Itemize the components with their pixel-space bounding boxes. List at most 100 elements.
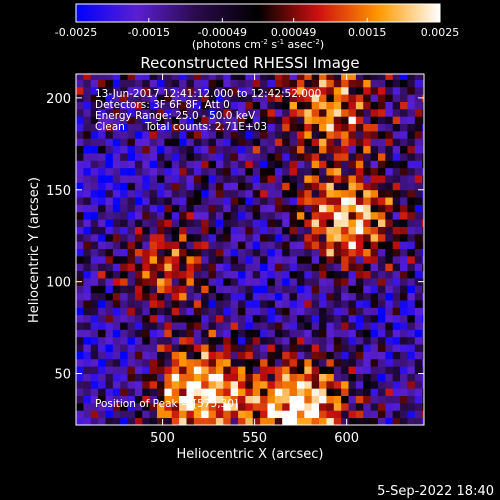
heatmap-cell	[333, 130, 342, 139]
heatmap-cell	[289, 344, 298, 352]
heatmap-cell	[422, 255, 425, 264]
heatmap-cell	[392, 277, 401, 286]
heatmap-cell	[363, 373, 372, 382]
heatmap-cell	[230, 226, 239, 235]
heatmap-cell	[215, 204, 224, 213]
heatmap-cell	[238, 130, 246, 139]
heatmap-cell	[326, 226, 335, 235]
heatmap-cell	[355, 86, 364, 95]
heatmap-cell	[142, 94, 151, 102]
heatmap-cell	[341, 255, 349, 264]
heatmap-cell	[355, 167, 364, 176]
heatmap-cell	[385, 380, 394, 389]
heatmap-cell	[319, 417, 327, 426]
heatmap-cell	[186, 123, 195, 132]
heatmap-cell	[208, 189, 217, 198]
heatmap-cell	[422, 79, 425, 88]
heatmap-cell	[208, 314, 217, 323]
heatmap-cell	[186, 277, 195, 286]
heatmap-cell	[370, 138, 379, 147]
heatmap-cell	[400, 204, 408, 213]
heatmap-cell	[83, 204, 92, 213]
heatmap-cell	[120, 277, 128, 286]
heatmap-cell	[149, 277, 158, 286]
heatmap-cell	[193, 285, 202, 294]
heatmap-cell	[422, 336, 425, 345]
heatmap-cell	[282, 366, 290, 374]
heatmap-cell	[304, 130, 313, 139]
heatmap-cell	[333, 74, 342, 80]
heatmap-cell	[370, 417, 379, 426]
heatmap-cell	[105, 314, 114, 323]
heatmap-cell	[149, 182, 158, 191]
heatmap-cell	[260, 285, 268, 294]
heatmap-cell	[414, 373, 423, 382]
heatmap-cell	[142, 322, 151, 330]
heatmap-cell	[186, 270, 195, 279]
heatmap-cell	[311, 211, 320, 220]
heatmap-cell	[304, 263, 313, 272]
heatmap-cell	[267, 329, 276, 338]
heatmap-cell	[223, 160, 232, 169]
heatmap-cell	[98, 123, 106, 132]
heatmap-cell	[230, 270, 239, 279]
heatmap-cell	[120, 402, 128, 411]
heatmap-cell	[377, 395, 386, 404]
heatmap-cell	[267, 255, 276, 264]
heatmap-cell	[245, 255, 254, 264]
heatmap-cell	[385, 336, 394, 345]
heatmap-cell	[120, 116, 128, 125]
heatmap-cell	[164, 123, 173, 132]
heatmap-cell	[105, 145, 114, 154]
heatmap-cell	[171, 145, 180, 154]
heatmap-cell	[414, 395, 423, 404]
heatmap-cell	[164, 277, 173, 286]
heatmap-cell	[171, 138, 180, 147]
heatmap-cell	[414, 145, 423, 154]
heatmap-cell	[304, 358, 313, 367]
heatmap-cell	[274, 380, 283, 389]
heatmap-cell	[267, 402, 276, 411]
heatmap-cell	[171, 402, 180, 411]
heatmap-cell	[230, 351, 239, 360]
heatmap-cell	[98, 336, 106, 345]
heatmap-cell	[171, 292, 180, 301]
heatmap-cell	[164, 292, 173, 301]
heatmap-cell	[245, 204, 254, 213]
heatmap-cell	[400, 307, 408, 316]
heatmap-cell	[414, 74, 423, 80]
heatmap-cell	[348, 138, 357, 147]
heatmap-cell	[267, 182, 276, 191]
heatmap-cell	[333, 248, 342, 257]
heatmap-cell	[282, 138, 290, 147]
heatmap-cell	[370, 79, 379, 88]
heatmap-cell	[355, 160, 364, 169]
heatmap-cell	[385, 108, 394, 117]
heatmap-cell	[296, 94, 305, 102]
heatmap-cell	[127, 108, 136, 117]
heatmap-cell	[149, 255, 158, 264]
heatmap-cell	[422, 145, 425, 154]
heatmap-cell	[112, 79, 121, 88]
heatmap-cell	[186, 233, 195, 242]
heatmap-cell	[134, 94, 143, 102]
heatmap-cell	[201, 197, 209, 205]
heatmap-cell	[90, 263, 99, 272]
heatmap-cell	[407, 145, 416, 154]
heatmap-cell	[83, 175, 92, 183]
heatmap-cell	[260, 167, 268, 176]
heatmap-cell	[319, 197, 327, 205]
heatmap-cell	[149, 344, 158, 352]
heatmap-cell	[311, 182, 320, 191]
heatmap-cell	[326, 292, 335, 301]
heatmap-cell	[83, 138, 92, 147]
heatmap-cell	[252, 108, 261, 117]
heatmap-cell	[319, 410, 327, 419]
heatmap-cell	[208, 255, 217, 264]
heatmap-cell	[252, 358, 261, 367]
heatmap-cell	[333, 167, 342, 176]
heatmap-cell	[149, 167, 158, 176]
heatmap-cell	[76, 153, 84, 161]
heatmap-cell	[422, 116, 425, 125]
heatmap-cell	[171, 123, 180, 132]
